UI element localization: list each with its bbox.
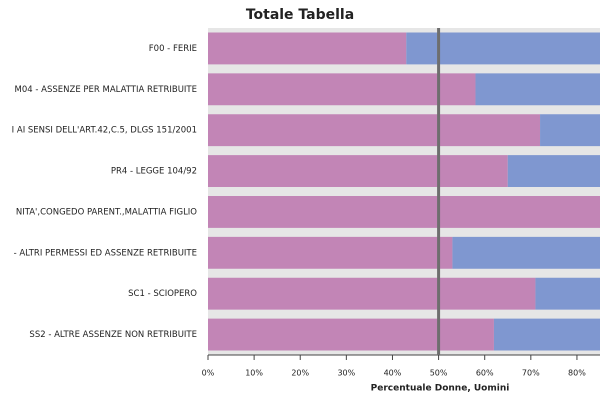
bar-segment	[540, 114, 600, 147]
bars	[208, 32, 600, 351]
bar-segment	[208, 318, 494, 351]
y-tick-label: SS2 - ALTRE ASSENZE NON RETRIBUITE	[29, 330, 197, 340]
bar-segment	[208, 195, 600, 228]
bar-segment	[507, 155, 600, 188]
x-tick-label: 0%	[202, 369, 215, 378]
y-tick-label: NITA',CONGEDO PARENT.,MALATTIA FIGLIO	[16, 207, 197, 217]
y-tick-label: - ALTRI PERMESSI ED ASSENZE RETRIBUITE	[14, 248, 197, 258]
bar-segment	[208, 155, 508, 188]
y-tick-label: F00 - FERIE	[149, 44, 197, 54]
x-tick-label: 30%	[337, 369, 355, 378]
x-tick-label: 80%	[568, 369, 586, 378]
x-tick-label: 50%	[430, 369, 448, 378]
chart-title: Totale Tabella	[246, 7, 354, 23]
x-tick-label: 10%	[245, 369, 263, 378]
x-tick-label: 60%	[476, 369, 494, 378]
bar-segment	[208, 277, 536, 310]
y-tick-label: PR4 - LEGGE 104/92	[111, 167, 197, 177]
bar-segment	[406, 32, 600, 65]
y-tick-label: I AI SENSI DELL'ART.42,C.5, DLGS 151/200…	[12, 126, 197, 136]
bar-segment	[452, 236, 600, 269]
x-tick-label: 40%	[384, 369, 402, 378]
bar-segment	[208, 114, 541, 147]
bar-segment	[475, 73, 600, 106]
y-tick-label: M04 - ASSENZE PER MALATTIA RETRIBUITE	[15, 85, 197, 95]
bar-segment	[208, 32, 407, 65]
bar-segment	[208, 73, 476, 106]
x-tick-label: 70%	[522, 369, 540, 378]
y-tick-label: SC1 - SCIOPERO	[128, 289, 197, 299]
bar-segment	[208, 236, 453, 269]
x-axis-label: Percentuale Donne, Uomini	[371, 384, 510, 394]
bar-segment	[493, 318, 600, 351]
bar-segment	[535, 277, 600, 310]
x-tick-label: 20%	[291, 369, 309, 378]
